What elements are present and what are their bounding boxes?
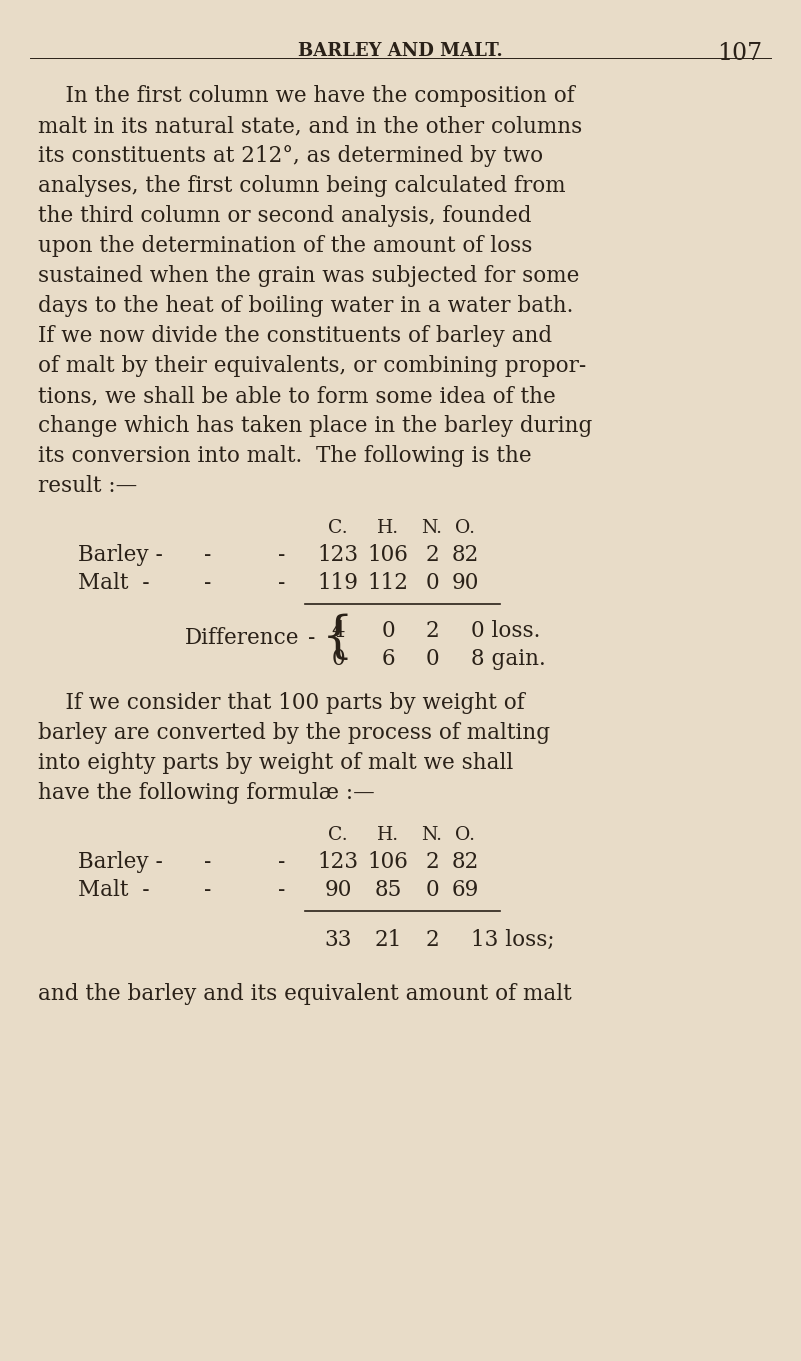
Text: 0: 0 <box>425 572 439 593</box>
Text: -: - <box>308 627 316 649</box>
Text: change which has taken place in the barley during: change which has taken place in the barl… <box>38 415 593 437</box>
Text: 119: 119 <box>317 572 359 593</box>
Text: the third column or second analysis, founded: the third column or second analysis, fou… <box>38 206 532 227</box>
Text: 112: 112 <box>368 572 409 593</box>
Text: 2: 2 <box>425 851 439 872</box>
Text: If we now divide the constituents of barley and: If we now divide the constituents of bar… <box>38 325 552 347</box>
Text: 0 loss.: 0 loss. <box>471 621 541 642</box>
Text: its conversion into malt.  The following is the: its conversion into malt. The following … <box>38 445 532 467</box>
Text: H.: H. <box>377 519 399 538</box>
Text: -: - <box>204 544 211 566</box>
Text: of malt by their equivalents, or combining propor-: of malt by their equivalents, or combini… <box>38 355 586 377</box>
Text: Difference: Difference <box>185 627 300 649</box>
Text: 123: 123 <box>317 851 359 872</box>
Text: into eighty parts by weight of malt we shall: into eighty parts by weight of malt we s… <box>38 753 513 774</box>
Text: -: - <box>278 544 286 566</box>
Text: In the first column we have the composition of: In the first column we have the composit… <box>38 84 575 108</box>
Text: 6: 6 <box>381 648 395 670</box>
Text: N.: N. <box>421 826 442 844</box>
Text: Malt  -: Malt - <box>78 572 150 593</box>
Text: 90: 90 <box>324 879 352 901</box>
Text: N.: N. <box>421 519 442 538</box>
Text: days to the heat of boiling water in a water bath.: days to the heat of boiling water in a w… <box>38 295 574 317</box>
Text: have the following formulæ :—: have the following formulæ :— <box>38 783 375 804</box>
Text: 106: 106 <box>368 851 409 872</box>
Text: Barley -: Barley - <box>78 851 163 872</box>
Text: 82: 82 <box>451 851 479 872</box>
Text: -: - <box>204 572 211 593</box>
Text: 0: 0 <box>425 648 439 670</box>
Text: 0: 0 <box>331 648 344 670</box>
Text: barley are converted by the process of malting: barley are converted by the process of m… <box>38 721 550 744</box>
Text: C.: C. <box>328 826 348 844</box>
Text: BARLEY AND MALT.: BARLEY AND MALT. <box>298 42 502 60</box>
Text: upon the determination of the amount of loss: upon the determination of the amount of … <box>38 235 533 257</box>
Text: C.: C. <box>328 519 348 538</box>
Text: 13 loss;: 13 loss; <box>471 930 554 951</box>
Text: and the barley and its equivalent amount of malt: and the barley and its equivalent amount… <box>38 983 572 1004</box>
Text: 90: 90 <box>451 572 479 593</box>
Text: 0: 0 <box>381 621 395 642</box>
Text: 106: 106 <box>368 544 409 566</box>
Text: H.: H. <box>377 826 399 844</box>
Text: 2: 2 <box>425 930 439 951</box>
Text: -: - <box>204 879 211 901</box>
Text: -: - <box>278 879 286 901</box>
Text: -: - <box>278 572 286 593</box>
Text: 2: 2 <box>425 621 439 642</box>
Text: 33: 33 <box>324 930 352 951</box>
Text: malt in its natural state, and in the other columns: malt in its natural state, and in the ot… <box>38 114 582 137</box>
Text: 2: 2 <box>425 544 439 566</box>
Text: 107: 107 <box>717 42 762 65</box>
Text: {: { <box>322 614 354 663</box>
Text: 82: 82 <box>451 544 479 566</box>
Text: its constituents at 212°, as determined by two: its constituents at 212°, as determined … <box>38 146 543 167</box>
Text: 123: 123 <box>317 544 359 566</box>
Text: 8 gain.: 8 gain. <box>471 648 545 670</box>
Text: 0: 0 <box>425 879 439 901</box>
Text: tions, we shall be able to form some idea of the: tions, we shall be able to form some ide… <box>38 385 556 407</box>
Text: -: - <box>278 851 286 872</box>
Text: -: - <box>204 851 211 872</box>
Text: sustained when the grain was subjected for some: sustained when the grain was subjected f… <box>38 265 579 287</box>
Text: Malt  -: Malt - <box>78 879 150 901</box>
Text: result :—: result :— <box>38 475 137 497</box>
Text: Barley -: Barley - <box>78 544 163 566</box>
Text: analyses, the first column being calculated from: analyses, the first column being calcula… <box>38 176 566 197</box>
Text: O.: O. <box>455 519 475 538</box>
Text: 4: 4 <box>331 621 344 642</box>
Text: O.: O. <box>455 826 475 844</box>
Text: If we consider that 100 parts by weight of: If we consider that 100 parts by weight … <box>38 691 525 715</box>
Text: 21: 21 <box>374 930 401 951</box>
Text: 85: 85 <box>374 879 401 901</box>
Text: 69: 69 <box>451 879 479 901</box>
